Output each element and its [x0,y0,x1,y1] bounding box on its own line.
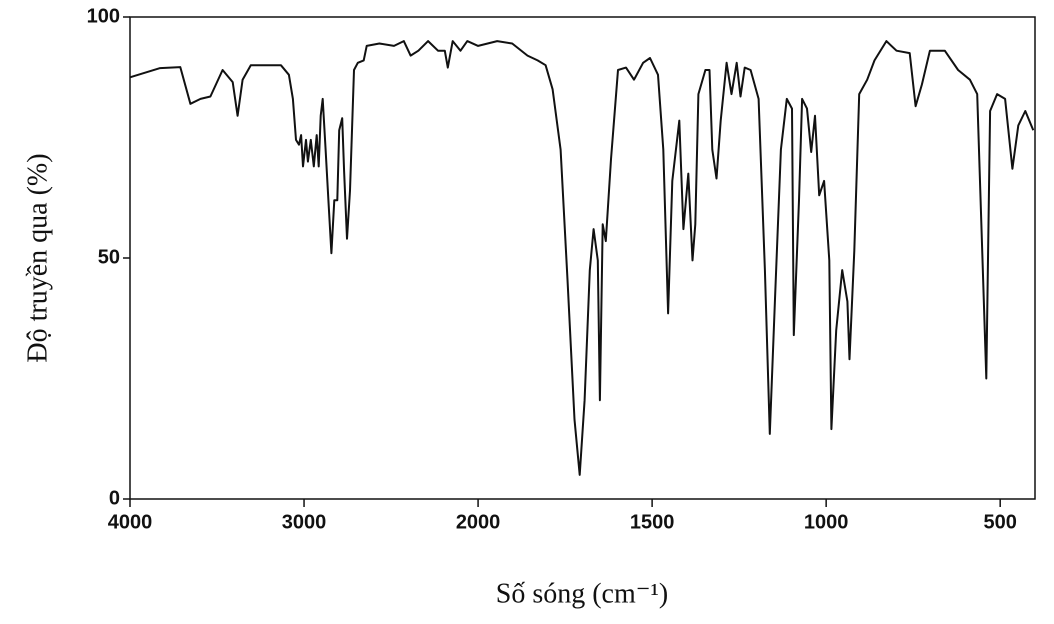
y-tick-label: 50 [98,246,120,268]
x-tick-label: 1500 [630,511,675,533]
x-tick-label: 500 [984,511,1017,533]
x-tick-label: 4000 [108,511,153,533]
spectrum-line [129,40,1035,476]
y-axis-label: Độ truyền qua (%) [22,153,53,362]
y-tick-label: 0 [109,487,120,509]
x-tick-label: 3000 [282,511,327,533]
x-axis-label: Số sóng (cm⁻¹) [496,578,669,609]
y-tick-label: 100 [87,5,120,27]
x-tick-label: 2000 [456,511,501,533]
x-tick-label: 1000 [804,511,849,533]
